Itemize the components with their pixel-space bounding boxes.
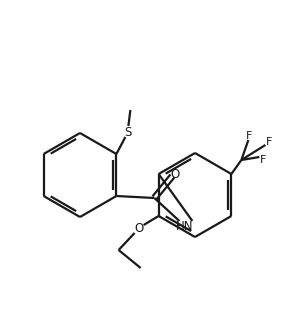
Text: F: F [260,155,267,165]
Text: O: O [171,167,180,180]
Text: O: O [134,222,143,235]
Text: S: S [125,125,132,138]
Text: HN: HN [176,219,193,232]
Text: F: F [246,131,253,141]
Text: F: F [266,137,273,147]
